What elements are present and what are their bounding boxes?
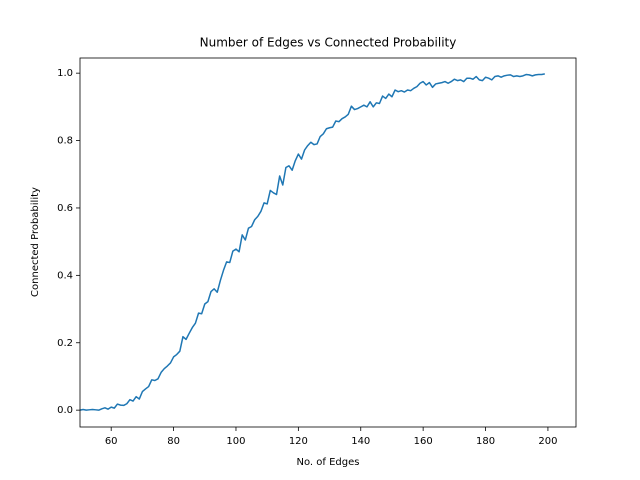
x-tick-label: 180 xyxy=(476,436,495,447)
x-tick-label: 200 xyxy=(538,436,557,447)
x-tick-label: 60 xyxy=(105,436,118,447)
y-tick-label: 0.0 xyxy=(57,405,73,416)
data-line xyxy=(79,73,545,411)
y-tick-label: 1.0 xyxy=(57,68,73,79)
y-tick-label: 0.6 xyxy=(57,203,73,214)
x-axis-label: No. of Edges xyxy=(297,457,360,468)
x-tick-label: 120 xyxy=(289,436,308,447)
y-tick-label: 0.2 xyxy=(57,338,73,349)
y-tick-label: 0.8 xyxy=(57,136,73,147)
x-tick-label: 80 xyxy=(167,436,180,447)
x-tick-label: 100 xyxy=(226,436,245,447)
axes-frame xyxy=(79,57,577,428)
chart-title: Number of Edges vs Connected Probability xyxy=(200,36,457,50)
y-axis-label: Connected Probability xyxy=(30,187,41,297)
x-tick-label: 140 xyxy=(351,436,370,447)
x-tick-label: 160 xyxy=(414,436,433,447)
y-tick-label: 0.4 xyxy=(57,270,73,281)
